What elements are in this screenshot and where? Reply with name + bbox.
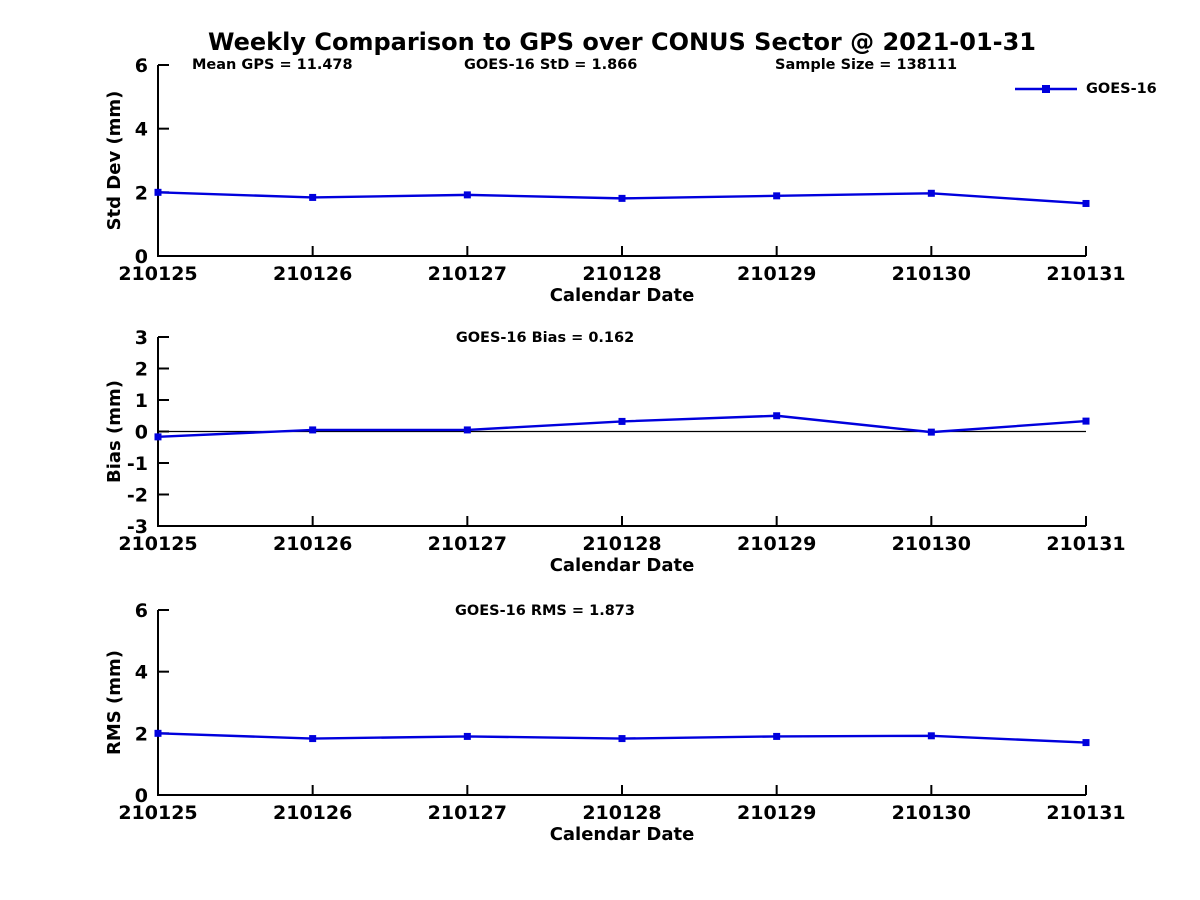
bias-annotation: GOES-16 Bias = 0.162 <box>456 330 634 346</box>
bias-y-tick-label: -2 <box>127 485 148 507</box>
rms-x-tick-label: 210127 <box>428 802 507 824</box>
bias-x-tick-label: 210127 <box>428 533 507 555</box>
legend-square-marker-icon <box>1042 85 1050 93</box>
std-dev-y-tick-label: 4 <box>135 119 148 141</box>
bias-subplot: -3 -2 -1 0 1 2 3 210125 210126 210127 210128 210129… <box>104 327 1126 576</box>
std-dev-axes-spines <box>157 65 1086 257</box>
rms-x-tick-label: 210130 <box>892 802 971 824</box>
std-dev-data-point <box>618 194 626 202</box>
std-dev-y-tick-label: 2 <box>135 182 148 204</box>
rms-x-tick-label: 210131 <box>1046 802 1125 824</box>
rms-axes-spines <box>157 610 1086 796</box>
std-dev-x-tick-label: 210130 <box>892 263 971 285</box>
bias-xlabel: Calendar Date <box>550 555 695 576</box>
bias-x-tick-label: 210129 <box>737 533 816 555</box>
rms-data-point <box>463 732 471 740</box>
bias-x-tick-label: 210130 <box>892 533 971 555</box>
std-dev-data-point <box>154 188 162 196</box>
rms-y-tick-label: 0 <box>135 785 148 807</box>
bias-data-point <box>154 433 162 441</box>
std-dev-x-tick-label: 210129 <box>737 263 816 285</box>
bias-data-point <box>309 426 317 434</box>
std-dev-x-tick-label: 210127 <box>428 263 507 285</box>
bias-ylabel: Bias (mm) <box>104 380 125 483</box>
rms-annotation: GOES-16 RMS = 1.873 <box>455 603 635 619</box>
bias-data-point <box>927 428 935 436</box>
rms-data-point <box>618 735 626 743</box>
std-dev-data-point <box>1082 199 1090 207</box>
figure-title: Weekly Comparison to GPS over CONUS Sect… <box>207 28 1036 56</box>
std-dev-data-point <box>927 189 935 197</box>
rms-xlabel: Calendar Date <box>550 824 695 845</box>
rms-data-point <box>1082 739 1090 747</box>
rms-data-point <box>927 732 935 740</box>
std-dev-data-point <box>309 193 317 201</box>
std-dev-subplot: 0 2 4 6 210125 210126 210127 210128 210129 210130… <box>104 55 1126 306</box>
bias-y-tick-label: -1 <box>127 453 148 475</box>
annotation-sample-size: Sample Size = 138111 <box>775 57 958 73</box>
rms-data-point <box>154 729 162 737</box>
std-dev-xlabel: Calendar Date <box>550 285 695 306</box>
std-dev-y-tick-label: 6 <box>135 55 148 77</box>
std-dev-data-point <box>773 192 781 200</box>
bias-y-tick-label: 0 <box>135 422 148 444</box>
bias-x-tick-label: 210125 <box>118 533 197 555</box>
std-dev-ylabel: Std Dev (mm) <box>104 91 125 231</box>
rms-data-point <box>309 735 317 743</box>
bias-data-point <box>618 417 626 425</box>
bias-y-tick-label: 3 <box>135 327 148 349</box>
std-dev-data-point <box>463 191 471 199</box>
rms-subplot: 0 2 4 6 210125 210126 210127 210128 210129 210130… <box>104 600 1126 845</box>
rms-ylabel: RMS (mm) <box>104 650 125 755</box>
rms-x-tick-label: 210129 <box>737 802 816 824</box>
legend-label: GOES-16 <box>1086 81 1157 97</box>
std-dev-x-tick-label: 210125 <box>118 263 197 285</box>
rms-x-tick-label: 210125 <box>118 802 197 824</box>
bias-x-tick-label: 210126 <box>273 533 352 555</box>
bias-y-tick-label: 2 <box>135 359 148 381</box>
rms-y-tick-label: 4 <box>135 662 148 684</box>
std-dev-y-tick-label: 0 <box>135 246 148 268</box>
legend-line-sample <box>1015 85 1077 93</box>
legend: GOES-16 <box>1014 81 1157 97</box>
std-dev-x-tick-label: 210128 <box>582 263 661 285</box>
bias-data-point <box>773 412 781 420</box>
bias-x-tick-label: 210131 <box>1046 533 1125 555</box>
bias-x-tick-label: 210128 <box>582 533 661 555</box>
bias-data-point <box>463 426 471 434</box>
annotation-mean-gps: Mean GPS = 11.478 <box>192 57 353 73</box>
bias-y-tick-label: 1 <box>135 390 148 412</box>
bias-y-tick-label: -3 <box>127 516 148 538</box>
annotation-goes16-std: GOES-16 StD = 1.866 <box>464 57 638 73</box>
std-dev-x-tick-label: 210131 <box>1046 263 1125 285</box>
std-dev-x-tick-label: 210126 <box>273 263 352 285</box>
rms-y-tick-label: 6 <box>135 600 148 622</box>
bias-data-point <box>1082 417 1090 425</box>
rms-y-tick-label: 2 <box>135 723 148 745</box>
rms-data-point <box>773 732 781 740</box>
rms-x-tick-label: 210128 <box>582 802 661 824</box>
rms-x-tick-label: 210126 <box>273 802 352 824</box>
